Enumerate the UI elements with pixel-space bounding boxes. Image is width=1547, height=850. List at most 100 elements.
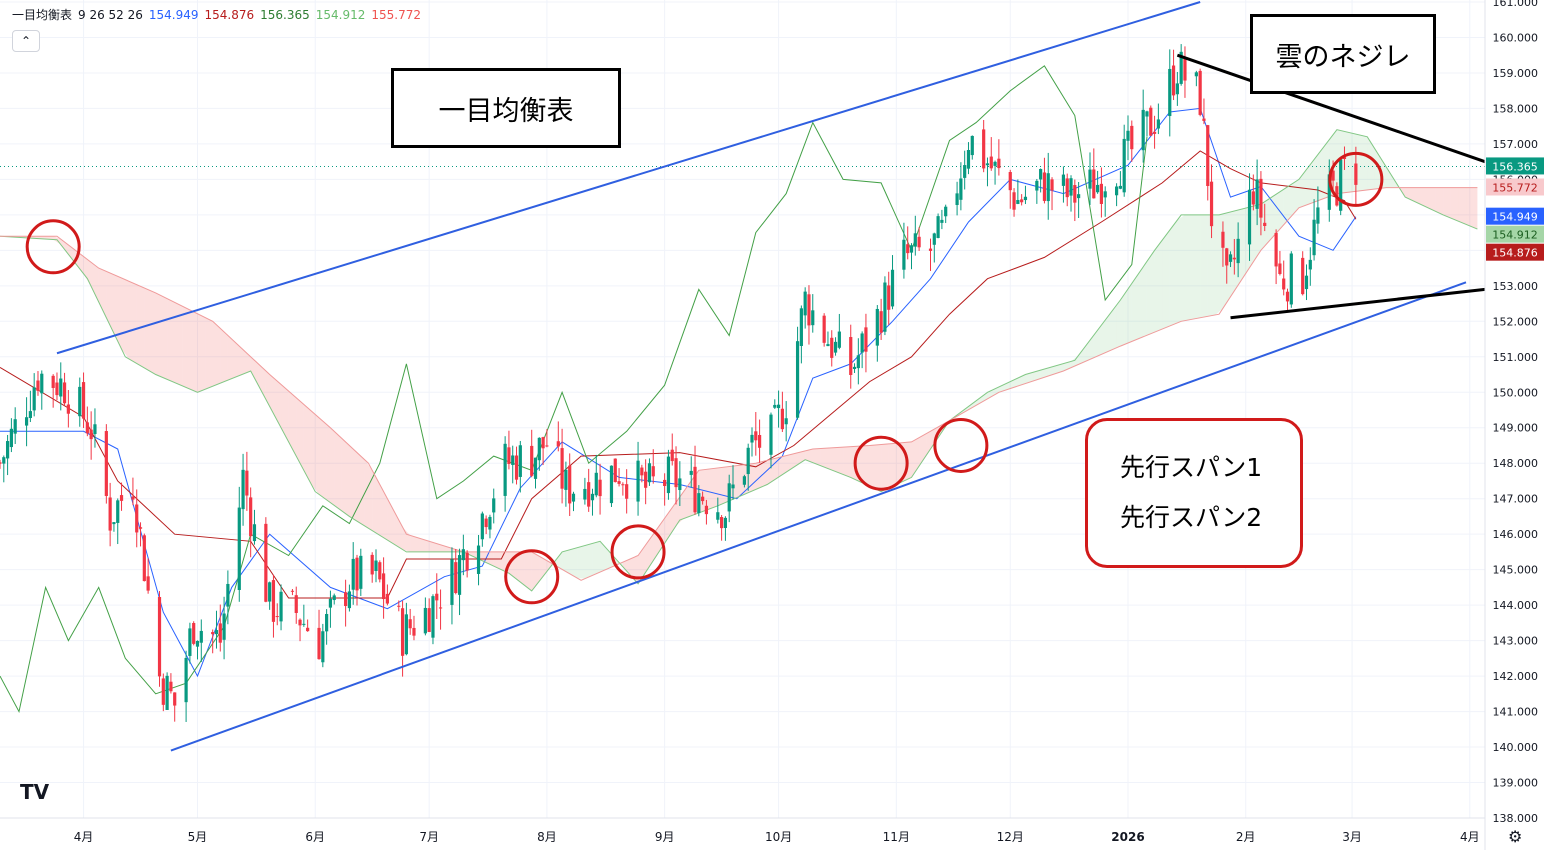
cloud-segment [1450,187,1459,222]
candle [864,313,868,373]
candle-body [507,447,511,464]
candle [750,427,754,457]
candle [545,429,549,448]
candle-body [264,523,268,602]
candle-body [1342,157,1347,159]
candle [13,407,17,445]
cloud-segment [888,443,897,489]
candle-body [1285,291,1290,302]
candle [271,575,276,638]
candle [40,370,44,410]
candle-body [161,678,165,705]
price-label-bg [1486,243,1544,261]
candle [214,610,219,649]
x-tick-label: 9月 [655,830,675,844]
candle-body [275,616,279,618]
cloud-segment [227,335,236,381]
candle [1039,168,1043,193]
cloud-segment [159,294,168,380]
cloud-segment [60,239,69,255]
candle [1247,173,1252,261]
cloud-segment [919,433,927,467]
tradingview-logo[interactable]: 𝗧𝗩 [20,780,50,804]
candle-body [169,681,173,692]
candle-body [62,382,67,404]
candle [347,584,352,612]
candle-body [913,233,917,247]
title-annotation-box: 一目均衡表 [391,68,621,148]
candle-body [279,591,283,622]
candle-body [1354,163,1358,185]
title-annotation-text: 一目均衡表 [438,95,574,127]
price-label-bg [1486,178,1544,196]
candle [944,204,948,224]
candle-body [514,455,519,480]
cloud-segment [410,535,418,552]
candle [514,446,519,485]
candle [1152,115,1157,149]
candle-body [370,554,374,575]
candle-body [218,623,222,643]
cloud-segment [1124,283,1132,345]
candle [431,594,435,645]
candle-body [795,341,800,418]
cloud-segment [91,262,99,303]
candle-body [211,632,215,635]
candle [275,603,279,626]
cloud-segment [1116,294,1125,348]
twist-circle-5 [933,417,989,473]
indicator-legend[interactable]: 一目均衡表 9 26 52 26 154.949 154.876 156.365 154.… [12,6,433,23]
candle-body [803,291,807,316]
cloud-segment [805,449,813,463]
price-label: 156.365 [1486,157,1544,175]
candle [568,453,572,516]
cloud-segment [1382,160,1391,189]
candle-body [750,434,754,443]
candle-body [344,592,348,607]
gear-icon[interactable]: ⚙ [1508,827,1523,846]
legend-name: 一目均衡表 [12,8,73,22]
candle-body [328,598,333,608]
candle-body [689,470,693,475]
candle-body [852,366,857,370]
y-tick-label: 143.000 [1493,635,1539,648]
candle-body [1096,184,1100,193]
cloud-segment [1192,214,1201,320]
candle-body [1175,83,1179,95]
legend-value: 154.949 [148,8,199,22]
cloud-segment [250,356,259,386]
candle-body [944,206,948,217]
candle [936,213,940,239]
candle [963,150,967,190]
candle [587,468,591,512]
candle-body [142,535,146,582]
candle [385,584,389,606]
candle [480,511,484,547]
time-axis[interactable]: 4月 5月 6月 7月 8月 9月 10月 11月 12月 2026 2月 3月 4月 [0,817,1485,844]
candle-body [2,457,6,464]
x-tick-label: 10月 [765,830,792,844]
candle-body [1035,180,1039,191]
cloud-segment [402,527,411,552]
candle-body [438,607,443,609]
candle-body [701,496,705,502]
candle [457,548,462,616]
span_b-line [0,187,1478,581]
chevron-up-icon[interactable]: ⌃ [12,30,40,52]
candle-body [571,493,576,502]
candle-body [1073,185,1077,203]
price-axis[interactable]: 161.000160.000159.000158.000157.000156.0… [1484,0,1539,850]
cloud-segment [751,462,760,492]
cloud-segment [820,448,828,469]
candle [1301,251,1305,296]
grid [0,0,1485,819]
candle-body [906,244,910,254]
candle-body [1282,278,1286,290]
candle [59,362,63,411]
candle [909,243,914,270]
candle [404,602,408,656]
candle [530,429,534,478]
candle-body [32,387,36,411]
cloud-segment [394,512,403,550]
